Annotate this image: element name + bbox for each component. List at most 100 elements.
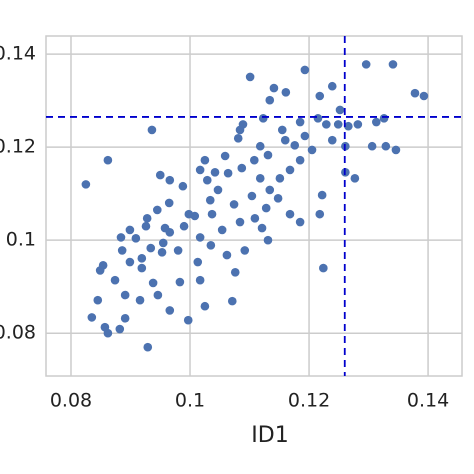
point [125,257,135,267]
grid [46,36,462,376]
x-tick-label: 0.14 [407,390,449,412]
point [200,301,210,311]
point [350,174,360,183]
point [300,65,310,75]
point [93,295,103,305]
point [391,145,401,155]
point [195,233,205,242]
point [275,174,285,183]
point [173,246,183,255]
point [230,267,240,277]
point [120,290,130,300]
point [353,120,363,129]
point [143,342,153,352]
point [175,277,185,287]
point [410,88,420,98]
point [233,134,243,143]
point [213,185,223,195]
point [152,205,162,215]
point [419,91,429,101]
point [255,174,265,183]
point [200,155,210,165]
point [141,221,151,231]
point [361,60,371,69]
point [327,135,337,145]
point [178,181,188,191]
point [164,198,174,208]
plot-frame [45,35,463,377]
point [217,225,227,235]
point [295,155,305,165]
point [258,114,268,123]
point [277,125,287,135]
y-tick-label: 0.08 [0,322,36,344]
point [207,209,217,219]
x-tick-label: 0.1 [175,390,205,412]
reference-lines [46,36,462,376]
point [205,195,215,205]
point [245,72,255,82]
point [269,83,279,93]
point [327,81,337,91]
point [210,167,220,177]
point [142,214,152,223]
point [379,114,389,123]
point [317,190,327,200]
point [165,175,175,185]
point [285,209,295,219]
point [247,191,257,201]
point [115,324,125,334]
point [131,234,141,243]
point [223,168,233,178]
point [116,233,126,242]
point [313,114,323,123]
point [158,238,168,248]
point [290,141,300,150]
point [206,241,216,250]
point [193,257,203,267]
point [153,290,163,300]
x-tick-label: 0.08 [50,390,92,412]
point [240,246,250,255]
point [179,221,189,231]
point [103,155,113,165]
point [229,200,239,209]
point [222,250,232,260]
point [319,263,328,273]
point [237,163,247,173]
point [295,217,305,227]
x-tick-label: 0.12 [288,390,330,412]
point [120,314,130,323]
point [257,223,267,233]
point [322,120,331,129]
point [160,223,170,233]
point [157,247,167,257]
point [307,145,317,155]
point [95,266,105,275]
point [381,141,391,151]
y-tick-label: 0.14 [0,43,36,65]
point [265,185,275,195]
point [261,203,271,213]
point [367,141,377,151]
point [220,151,230,161]
y-tick-label: 0.12 [0,136,36,158]
point [110,275,120,285]
point [103,328,113,338]
point [155,170,165,180]
point [249,155,259,165]
point [300,131,310,141]
point [195,165,205,175]
point [137,254,147,263]
point [295,117,305,127]
point [344,121,353,131]
point [315,209,325,219]
tick-labels: 0.08 0.1 0.12 0.14 0.08 0.1 0.12 0.14 [0,43,449,412]
point [195,275,205,285]
point [165,306,175,315]
point [235,217,245,227]
point [273,194,283,203]
point [333,120,343,129]
point [285,165,295,175]
